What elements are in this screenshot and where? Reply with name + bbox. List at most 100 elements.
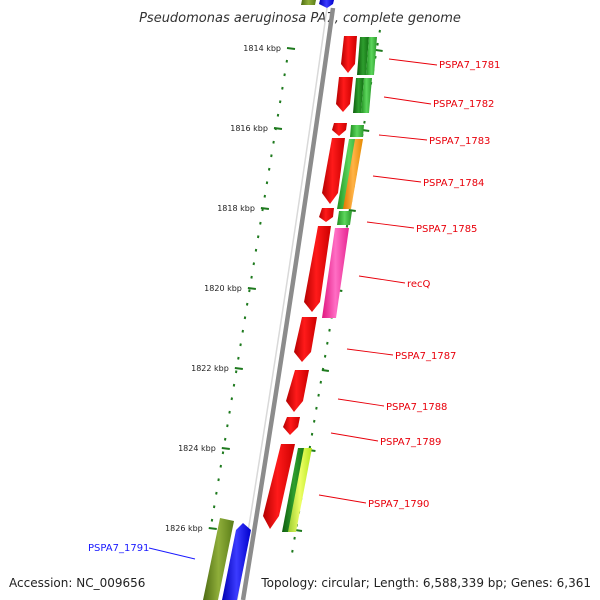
gene-labels: PSPA7_1781 PSPA7_1782 PSPA7_1783 PSPA7_1… bbox=[88, 60, 500, 554]
scale-dot bbox=[212, 505, 216, 509]
olive-feature-top bbox=[301, 0, 316, 5]
cds-arrow-1790[interactable] bbox=[263, 444, 295, 529]
blue-feature-top bbox=[319, 0, 334, 8]
tick-label: 1814 kbp bbox=[243, 44, 281, 53]
scale-dot bbox=[254, 248, 258, 252]
gene-label-1791[interactable]: PSPA7_1791 bbox=[88, 543, 149, 554]
scale-dot bbox=[278, 100, 282, 104]
major-tick bbox=[273, 127, 283, 130]
outer-scale-dot bbox=[319, 380, 323, 384]
similarity-track bbox=[282, 37, 377, 532]
hit-1781-a bbox=[357, 37, 369, 75]
outer-major-tick bbox=[321, 369, 330, 372]
scale-dot bbox=[259, 221, 262, 225]
map-title: Pseudomonas aeruginosa PA7, complete gen… bbox=[139, 11, 461, 26]
tick-label: 1822 kbp bbox=[191, 364, 229, 373]
cds-arrow-1784[interactable] bbox=[322, 138, 345, 204]
cds-arrow-1787[interactable] bbox=[294, 317, 317, 362]
gene-label-recQ[interactable]: recQ bbox=[407, 279, 431, 290]
scale-dot bbox=[232, 383, 236, 387]
cds-arrow-1782[interactable] bbox=[336, 77, 353, 112]
gene-label-1783[interactable]: PSPA7_1783 bbox=[429, 136, 490, 147]
outer-scale-dot bbox=[312, 419, 316, 423]
scale-dot bbox=[228, 410, 231, 414]
scale-dot bbox=[237, 356, 240, 360]
hit-recQ bbox=[322, 228, 349, 318]
scale-dot bbox=[281, 86, 284, 90]
major-tick bbox=[221, 447, 230, 450]
scale-dot bbox=[245, 302, 249, 306]
outer-scale-dot bbox=[317, 393, 320, 397]
major-tick bbox=[247, 287, 257, 290]
outer-scale-dot bbox=[363, 120, 366, 124]
partial-features-top bbox=[301, 0, 334, 8]
scale-dot bbox=[250, 275, 253, 279]
scale-dot bbox=[265, 181, 269, 185]
cds-arrow-1783[interactable] bbox=[332, 123, 347, 136]
genome-summary-text: Topology: circular; Length: 6,588,339 bp… bbox=[260, 576, 591, 590]
gene-label-1781[interactable]: PSPA7_1781 bbox=[439, 60, 500, 71]
gene-label-1784[interactable]: PSPA7_1784 bbox=[423, 178, 484, 189]
outer-scale-dot bbox=[376, 42, 379, 46]
scale-dot bbox=[252, 262, 256, 266]
scale-dot bbox=[215, 491, 218, 495]
gene-label-1785[interactable]: PSPA7_1785 bbox=[416, 224, 477, 235]
scale-dot bbox=[243, 316, 247, 320]
scale-dot bbox=[234, 370, 238, 374]
scale-dot bbox=[221, 451, 225, 455]
gene-label-1790[interactable]: PSPA7_1790 bbox=[368, 499, 429, 510]
genome-backbone bbox=[240, 7, 336, 600]
tick-label: 1820 kbp bbox=[204, 284, 242, 293]
cds-forward-track[interactable] bbox=[263, 36, 357, 529]
tick-label: 1818 kbp bbox=[217, 204, 255, 213]
major-tick bbox=[286, 47, 296, 50]
outer-scale-dot bbox=[378, 29, 381, 33]
scale-dot bbox=[223, 437, 227, 441]
cds-arrow-1781[interactable] bbox=[341, 36, 357, 73]
outer-major-tick bbox=[348, 209, 356, 212]
outer-scale-dot bbox=[326, 341, 329, 345]
scale-dot bbox=[270, 154, 273, 158]
gene-label-1782[interactable]: PSPA7_1782 bbox=[433, 99, 494, 110]
genome-backbone-inner bbox=[236, 7, 328, 600]
scale-dot bbox=[276, 113, 280, 117]
scale-dot bbox=[226, 424, 229, 428]
hit-1782-b bbox=[361, 78, 372, 113]
gene-label-1788[interactable]: PSPA7_1788 bbox=[386, 402, 447, 413]
scale-dot bbox=[219, 464, 223, 468]
cds-arrow-1789[interactable] bbox=[283, 417, 300, 435]
cds-arrow-recQ[interactable] bbox=[304, 226, 331, 312]
tick-label: 1816 kbp bbox=[230, 124, 268, 133]
gene-label-1789[interactable]: PSPA7_1789 bbox=[380, 437, 441, 448]
tick-label: 1826 kbp bbox=[165, 524, 203, 533]
hit-1785 bbox=[337, 211, 352, 225]
scale-dot bbox=[248, 289, 251, 293]
scale-dot bbox=[241, 329, 245, 333]
scale-dot bbox=[283, 73, 286, 77]
gene-label-1787[interactable]: PSPA7_1787 bbox=[395, 351, 456, 362]
outer-scale-dot bbox=[315, 406, 318, 410]
bottom-features[interactable] bbox=[203, 518, 251, 600]
major-tick bbox=[208, 527, 217, 530]
olive-feature-1791[interactable] bbox=[203, 518, 234, 600]
hit-1784-orange bbox=[343, 139, 363, 209]
cds-arrow-1788[interactable] bbox=[286, 370, 309, 412]
cds-arrow-1785[interactable] bbox=[319, 208, 334, 222]
hit-1790-lime bbox=[288, 448, 312, 532]
scale-dot bbox=[239, 343, 242, 347]
scale-dot bbox=[217, 478, 220, 482]
scale-dot bbox=[272, 140, 275, 144]
outer-scale-dot bbox=[293, 536, 296, 540]
scale-dot bbox=[267, 167, 271, 171]
outer-scale-dot bbox=[345, 224, 349, 228]
scale-dot bbox=[230, 397, 234, 401]
major-tick bbox=[260, 207, 270, 210]
cds-arrow-1791[interactable] bbox=[222, 523, 251, 600]
label-leaders bbox=[148, 58, 438, 560]
tick-label: 1824 kbp bbox=[178, 444, 216, 453]
hit-1781-b bbox=[366, 37, 377, 75]
hit-1783 bbox=[350, 125, 364, 137]
outer-scale-dot bbox=[291, 549, 294, 553]
scale-dot bbox=[210, 518, 214, 522]
